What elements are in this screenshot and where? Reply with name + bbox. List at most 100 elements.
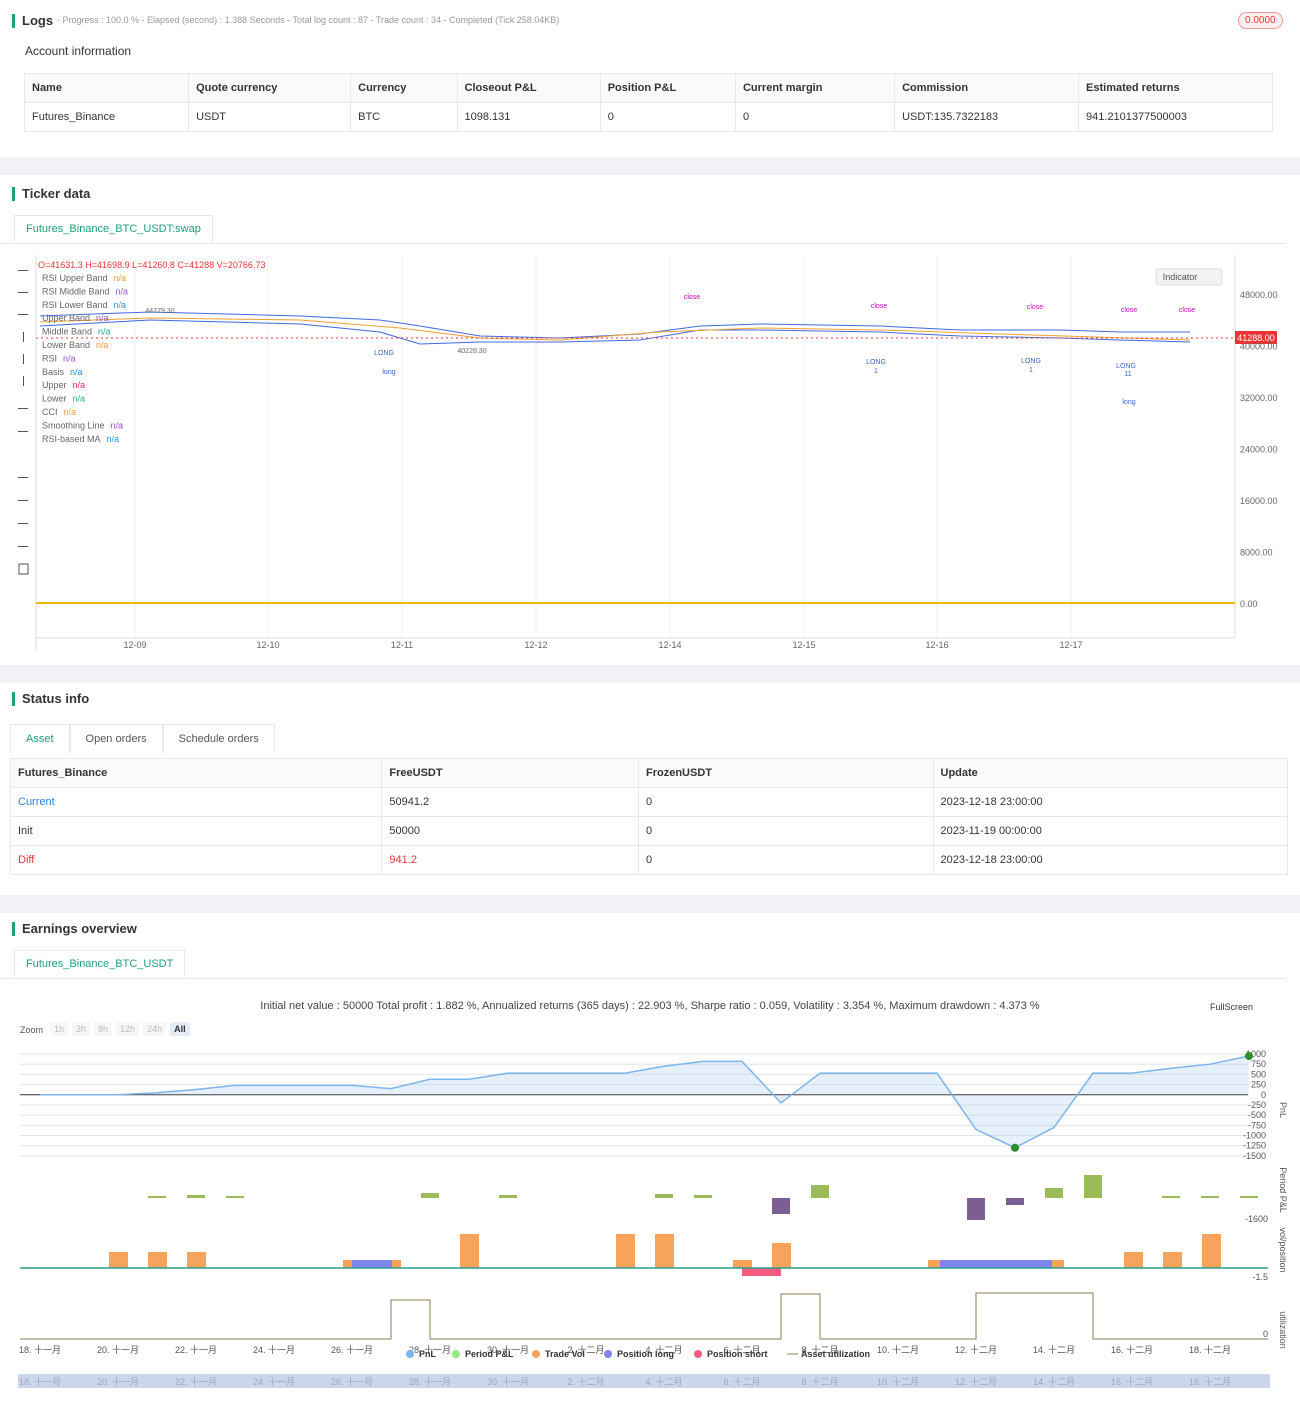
price-tick-label: 48000.00 xyxy=(1240,290,1278,300)
legend-entry: Middle Band n/a xyxy=(42,327,111,337)
status-title: Status info xyxy=(12,692,89,706)
annotation: LONG xyxy=(374,350,394,357)
header-cell: Currency xyxy=(350,73,458,103)
legend-item[interactable]: PnL xyxy=(406,1349,437,1359)
legend-name: Lower Band xyxy=(42,340,90,350)
y-tick-label: -500 xyxy=(1248,1110,1266,1120)
tab[interactable]: Asset xyxy=(10,724,70,753)
cell: 1098.131 xyxy=(456,102,601,132)
legend-name: CCI xyxy=(42,407,58,417)
legend-value: n/a xyxy=(107,434,120,444)
annotation: long xyxy=(382,369,395,376)
date-label: 12-17 xyxy=(1059,640,1082,650)
header-cell: Estimated returns xyxy=(1078,73,1273,103)
x-tick-label: 22. 十一月 xyxy=(175,1344,217,1355)
header-cell: Futures_Binance xyxy=(9,758,383,788)
zoom-button[interactable]: 8h xyxy=(94,1022,113,1036)
legend-label: Position long xyxy=(617,1349,674,1359)
navigator-label: 30. 十一月 xyxy=(487,1376,529,1387)
legend-entry: RSI Middle Band n/a xyxy=(42,286,128,296)
annotation: long xyxy=(1122,399,1135,406)
y-tick-label: 500 xyxy=(1251,1069,1266,1079)
legend-item[interactable]: Asset utilization xyxy=(787,1349,870,1359)
legend-entry: Upper n/a xyxy=(42,380,85,390)
y-tick-label: 1000 xyxy=(1246,1049,1266,1059)
x-tick-label: 30. 十一月 xyxy=(487,1344,529,1355)
annotation: close xyxy=(1179,307,1195,314)
legend-label: Asset utilization xyxy=(801,1349,870,1359)
row: Diff 941.2 0 2023-12-18 23:00:00 xyxy=(9,845,1288,875)
toolbar xyxy=(18,270,29,575)
legend-item[interactable]: Position short xyxy=(694,1349,768,1359)
navigator-label: 8. 十二月 xyxy=(801,1376,838,1387)
y-tick-label: 250 xyxy=(1251,1080,1266,1090)
legend-entry: RSI-based MA n/a xyxy=(42,434,119,444)
navigator-label: 18. 十二月 xyxy=(1189,1376,1231,1387)
x-tick-label: 18. 十一月 xyxy=(19,1344,61,1355)
legend-entry: Upper Band n/a xyxy=(42,313,109,323)
date-label: 12-11 xyxy=(391,640,413,650)
legend-name: Middle Band xyxy=(42,327,92,337)
zoom-button[interactable]: All xyxy=(170,1022,190,1036)
legend-label: Position short xyxy=(707,1349,768,1359)
legend-label: Trade Vol xyxy=(545,1349,585,1359)
price-tick-label: 16000.00 xyxy=(1240,496,1278,506)
logs-summary: - Progress : 100.0 % - Elapsed (second) … xyxy=(57,15,560,25)
header-row: Futures_Binance FreeUSDT FrozenUSDT Update xyxy=(9,758,1288,788)
annotation: LONG xyxy=(1021,358,1041,365)
legend-value: n/a xyxy=(98,327,111,337)
date-label: 12-15 xyxy=(792,640,815,650)
legend-value: n/a xyxy=(63,353,76,363)
zoom-button[interactable]: 12h xyxy=(116,1022,140,1036)
y-tick-label: 0 xyxy=(1263,1329,1268,1339)
legend-symbol xyxy=(406,1350,414,1358)
fullscreen[interactable]: FullScreen xyxy=(1210,1002,1254,1012)
legend-name: Lower xyxy=(42,394,67,404)
tab[interactable]: Futures_Binance_BTC_USDT:swap xyxy=(14,215,213,242)
y-tick-label: -1500 xyxy=(1243,1151,1266,1161)
zoom-button[interactable]: 1h xyxy=(50,1022,69,1036)
legend-item[interactable]: Position long xyxy=(604,1349,674,1359)
tabs: Asset Open orders Schedule orders xyxy=(10,724,275,753)
header-row: Name Quote currency Currency Closeout P&L Po… xyxy=(23,73,1273,103)
separator xyxy=(0,895,1300,913)
earnings-chart: 10007505002500-250-500-750-1000-1250-150… xyxy=(18,1049,1288,1388)
cell: 2023-12-18 23:00:00 xyxy=(932,787,1288,817)
tab[interactable]: Futures_Binance_BTC_USDT xyxy=(14,950,186,977)
legend-item[interactable]: Trade Vol xyxy=(532,1349,585,1359)
pnl-area xyxy=(40,1056,1249,1148)
navigator-label: 2. 十二月 xyxy=(567,1376,604,1387)
row: Current 50941.2 0 2023-12-18 23:00:00 xyxy=(9,787,1288,817)
legend-value: n/a xyxy=(96,313,109,323)
cell: BTC xyxy=(350,102,458,132)
legend-entry: Lower n/a xyxy=(42,394,85,404)
navigator-label: 6. 十二月 xyxy=(723,1376,760,1387)
legend-value: n/a xyxy=(114,273,127,283)
legend-name: RSI Middle Band xyxy=(42,286,110,296)
summary: Initial net value : 50000 Total profit :… xyxy=(260,1000,1040,1012)
date-label: 12-14 xyxy=(658,640,681,650)
x-tick-label: 2. 十二月 xyxy=(567,1344,604,1355)
header-cell: Closeout P&L xyxy=(456,73,601,103)
y-tick-label: -1.5 xyxy=(1252,1272,1268,1282)
indicator-button[interactable]: Indicator xyxy=(1163,272,1198,282)
cell: USDT xyxy=(188,102,352,132)
ticker-chart: Indicator O=41631.3 H=41698.9 L=41260.8 … xyxy=(18,255,1278,650)
legend-name: RSI Upper Band xyxy=(42,273,108,283)
x-tick-label: 24. 十一月 xyxy=(253,1344,295,1355)
axis-title: utilization xyxy=(1278,1311,1288,1349)
navigator-label: 26. 十一月 xyxy=(331,1376,373,1387)
legend-item[interactable]: Period P&L xyxy=(452,1349,514,1359)
cell: 0 xyxy=(637,845,934,875)
tab[interactable]: Open orders xyxy=(69,724,163,753)
zoom-button[interactable]: 3h xyxy=(72,1022,91,1036)
zoom-button[interactable]: 24h xyxy=(143,1022,167,1036)
tab[interactable]: Schedule orders xyxy=(162,724,275,753)
navigator-label: 28. 十一月 xyxy=(409,1376,451,1387)
last-price: 41288.00 xyxy=(1237,333,1275,343)
cell: USDT:135.7322183 xyxy=(894,102,1080,132)
y-tick-label: -1600 xyxy=(1245,1214,1268,1224)
price-tick-label: 8000.00 xyxy=(1240,548,1273,558)
legend-label: Period P&L xyxy=(465,1349,514,1359)
legend-value: n/a xyxy=(114,300,127,310)
